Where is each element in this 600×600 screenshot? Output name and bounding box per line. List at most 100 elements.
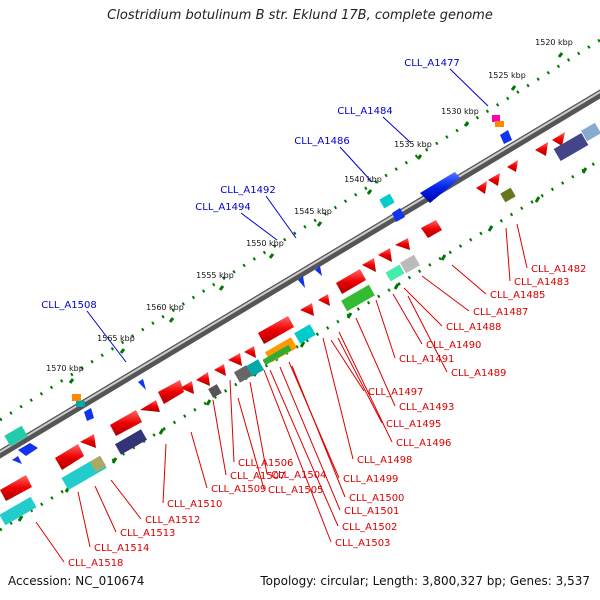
major-tick bbox=[268, 253, 275, 259]
gene-label: CLL_A1510 bbox=[167, 499, 222, 510]
major-tick bbox=[557, 52, 564, 58]
tick-label: 1540 kbp bbox=[344, 175, 382, 184]
major-tick bbox=[534, 196, 541, 203]
gene-block bbox=[385, 264, 405, 282]
genome-summary-text: Topology: circular; Length: 3,800,327 bp… bbox=[260, 574, 590, 588]
label-leader-line bbox=[375, 299, 396, 359]
gene-label: CLL_A1500 bbox=[349, 493, 404, 504]
gene-arrow bbox=[421, 220, 442, 238]
gene-label: CLL_A1491 bbox=[399, 354, 454, 365]
gene-arrow bbox=[392, 208, 405, 222]
gene-arrow bbox=[196, 372, 210, 386]
gene-label: CLL_A1518 bbox=[68, 558, 123, 569]
map-title: Clostridium botulinum B str. Eklund 17B,… bbox=[107, 8, 493, 23]
gene-arrow bbox=[552, 132, 565, 146]
plus-strand-genes bbox=[4, 115, 512, 464]
gene-arrow bbox=[500, 130, 512, 144]
label-leader-line bbox=[162, 443, 167, 504]
gene-label: CLL_A1505 bbox=[268, 485, 323, 496]
gene-label: CLL_A1514 bbox=[94, 543, 149, 554]
gene-label: CLL_A1503 bbox=[335, 538, 390, 549]
label-leader-line bbox=[449, 68, 489, 107]
major-tick bbox=[346, 312, 353, 319]
gene-block bbox=[262, 344, 292, 366]
label-leader-line bbox=[355, 317, 396, 407]
label-leader-line bbox=[94, 485, 117, 533]
gene-block bbox=[76, 401, 85, 407]
label-leader-line bbox=[322, 337, 354, 460]
label-leader-line bbox=[212, 399, 227, 476]
gene-arrow bbox=[315, 266, 322, 276]
label-leader-line bbox=[110, 479, 142, 520]
gene-arrow bbox=[18, 443, 38, 456]
tick-label: 1525 kbp bbox=[488, 71, 526, 80]
gene-label: CLL_A1513 bbox=[120, 528, 175, 539]
gene-label: CLL_A1497 bbox=[368, 387, 423, 398]
label-leader-line bbox=[382, 116, 411, 143]
label-leader-line bbox=[237, 397, 265, 490]
gene-label: CLL_A1495 bbox=[386, 419, 441, 430]
label-leader-line bbox=[291, 365, 346, 498]
gene-label: CLL_A1508 bbox=[41, 300, 96, 311]
genome-backbone bbox=[0, 89, 600, 459]
gene-arrow bbox=[507, 160, 518, 172]
label-leader-line bbox=[337, 337, 383, 424]
gene-arrow bbox=[395, 238, 410, 250]
label-leader-line bbox=[339, 146, 373, 183]
gene-arrow bbox=[336, 269, 366, 294]
gene-arrow bbox=[318, 294, 330, 306]
gene-arrow bbox=[138, 379, 146, 390]
label-leader-line bbox=[330, 339, 365, 392]
major-tick bbox=[17, 515, 24, 522]
gene-label: CLL_A1499 bbox=[343, 474, 398, 485]
major-tick bbox=[440, 254, 447, 261]
gene-label: CLL_A1483 bbox=[514, 277, 569, 288]
gene-label: CLL_A1485 bbox=[490, 290, 545, 301]
gene-block bbox=[4, 425, 28, 447]
gene-arrow bbox=[535, 142, 548, 156]
accession-text: Accession: NC_010674 bbox=[8, 574, 145, 588]
label-leader-line bbox=[279, 366, 341, 511]
gene-label: CLL_A1506 bbox=[238, 458, 293, 469]
gene-label: CLL_A1507 bbox=[230, 471, 285, 482]
gene-label: CLL_A1486 bbox=[294, 136, 349, 147]
gene-arrow bbox=[488, 173, 500, 186]
gene-arrow bbox=[12, 456, 22, 464]
gene-block bbox=[553, 132, 589, 162]
gene-label: CLL_A1498 bbox=[357, 455, 412, 466]
gene-arrow bbox=[180, 381, 194, 394]
minus-strand-labels: CLL_A1482 CLL_A1483 CLL_A1485 CLL_A1487 CLL_… bbox=[35, 223, 586, 569]
gene-arrow bbox=[110, 410, 142, 436]
tick-label: 1545 kbp bbox=[294, 207, 332, 216]
gene-label: CLL_A1492 bbox=[220, 185, 275, 196]
label-leader-line bbox=[190, 431, 208, 489]
label-leader-line bbox=[392, 293, 423, 345]
gene-label: CLL_A1487 bbox=[473, 307, 528, 318]
gene-arrow bbox=[244, 346, 256, 358]
major-tick bbox=[111, 457, 118, 464]
gene-block bbox=[72, 394, 81, 401]
gene-arrow bbox=[158, 380, 184, 404]
major-tick bbox=[316, 221, 323, 227]
gene-label: CLL_A1493 bbox=[399, 402, 454, 413]
gene-block bbox=[208, 384, 222, 398]
label-leader-line bbox=[86, 310, 127, 363]
gene-block bbox=[581, 122, 600, 142]
gene-block bbox=[341, 284, 375, 312]
label-leader-line bbox=[77, 491, 91, 548]
label-leader-line bbox=[421, 275, 470, 312]
gene-label: CLL_A1494 bbox=[195, 202, 250, 213]
label-leader-line bbox=[403, 287, 443, 327]
gene-block bbox=[89, 455, 107, 473]
major-tick bbox=[158, 428, 165, 435]
label-leader-line bbox=[240, 212, 278, 241]
gene-block bbox=[379, 193, 395, 209]
gene-label: CLL_A1482 bbox=[531, 264, 586, 275]
label-leader-line bbox=[505, 227, 511, 282]
tick-label: 1570 kbp bbox=[46, 364, 84, 373]
major-tick bbox=[581, 167, 588, 174]
label-leader-line bbox=[338, 331, 393, 443]
label-leader-line bbox=[516, 223, 528, 269]
outer-tick-track bbox=[0, 38, 600, 422]
tick-label: 1560 kbp bbox=[146, 303, 184, 312]
